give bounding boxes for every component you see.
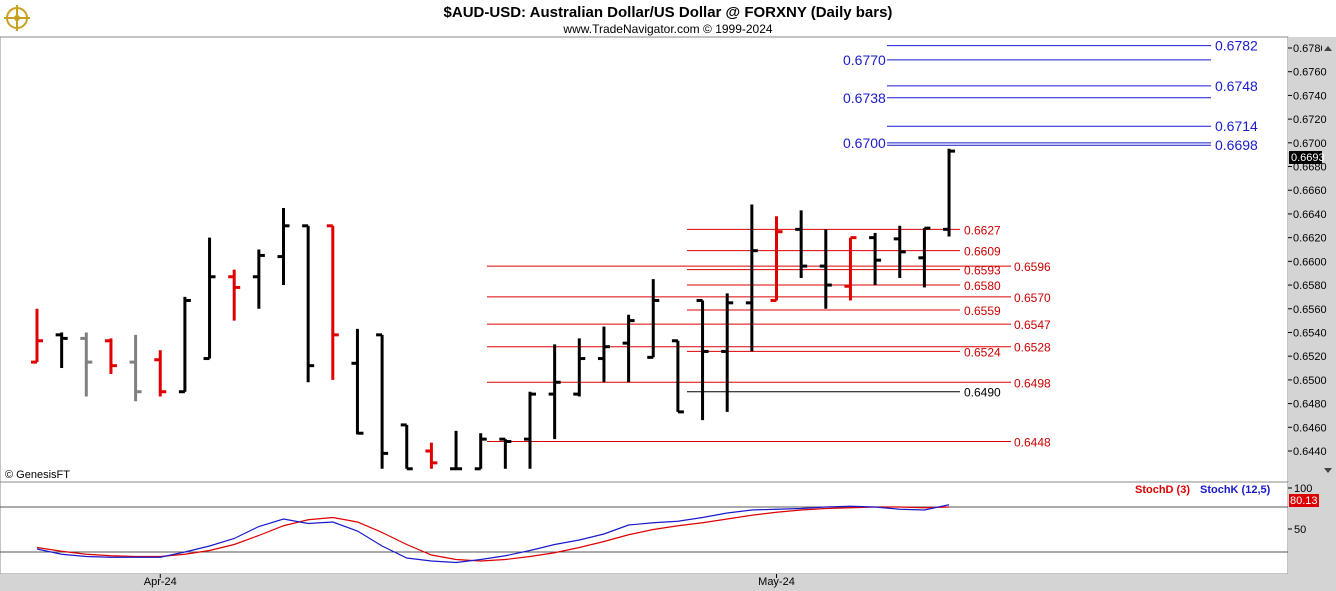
ohlc-bar <box>622 314 635 383</box>
ohlc-bar <box>721 293 734 412</box>
scroll-up-button[interactable] <box>1322 44 1334 54</box>
ohlc-bar <box>918 226 931 288</box>
date-tick-label: Apr-24 <box>144 576 177 588</box>
level-label: 0.6528 <box>1014 341 1051 355</box>
ohlc-bar <box>277 208 290 286</box>
ohlc-bar <box>819 229 832 309</box>
ohlc-bar <box>795 210 808 278</box>
price-tick-label: 0.6740 <box>1293 90 1327 102</box>
level-label: 0.6748 <box>1215 78 1258 94</box>
ohlc-bar <box>474 433 487 471</box>
date-axis <box>0 574 1336 591</box>
level-label: 0.6490 <box>964 386 1001 400</box>
level-label: 0.6609 <box>964 245 1001 259</box>
chart-subtitle: www.TradeNavigator.com © 1999-2024 <box>562 22 772 36</box>
level-label: 0.6559 <box>964 304 1001 318</box>
level-label: 0.6627 <box>964 223 1001 237</box>
level-label: 0.6547 <box>1014 318 1051 332</box>
level-label: 0.6698 <box>1215 137 1258 153</box>
current-price-label: 0.6693 <box>1291 152 1325 164</box>
ohlc-bar <box>203 237 216 361</box>
price-tick-label: 0.6560 <box>1293 304 1327 316</box>
price-tick-label: 0.6660 <box>1293 185 1327 197</box>
stoch-tick-label: 100 <box>1294 483 1312 495</box>
ohlc-bar <box>770 216 783 302</box>
price-tick-label: 0.6440 <box>1293 446 1327 458</box>
stoch-tick-label: 50 <box>1294 524 1306 536</box>
ohlc-bar <box>154 350 167 397</box>
current-price-tag <box>1289 151 1322 164</box>
ohlc-bar <box>548 344 561 440</box>
ohlc-bar <box>647 279 660 359</box>
level-label: 0.6700 <box>843 135 886 151</box>
ohlc-bar <box>943 148 956 237</box>
ohlc-bar <box>228 269 241 321</box>
ohlc-bar <box>597 326 610 383</box>
ohlc-bar <box>376 333 389 469</box>
ohlc-bar <box>31 308 43 364</box>
stoch-legend-entry: StochD (3) <box>1135 484 1190 496</box>
price-tick-label: 0.6620 <box>1293 233 1327 245</box>
ohlc-bar <box>844 236 857 301</box>
ohlc-bar <box>524 391 536 469</box>
ohlc-bar <box>450 430 463 471</box>
price-tick-label: 0.6600 <box>1293 256 1327 268</box>
level-label: 0.6498 <box>1014 376 1051 390</box>
ohlc-bar <box>80 332 93 397</box>
level-label: 0.6580 <box>964 279 1001 293</box>
level-label: 0.6570 <box>1014 291 1051 305</box>
price-tick-label: 0.6540 <box>1293 327 1327 339</box>
ohlc-bar <box>178 296 191 394</box>
stoch-value-tag <box>1289 494 1319 507</box>
chart-title: $AUD-USD: Australian Dollar/US Dollar @ … <box>444 4 893 21</box>
price-tick-label: 0.6700 <box>1293 138 1327 150</box>
date-tick-label: May-24 <box>758 576 795 588</box>
ohlc-bar <box>425 442 438 469</box>
ohlc-bar <box>351 328 364 435</box>
price-tick-label: 0.6640 <box>1293 209 1327 221</box>
price-tick-label: 0.6680 <box>1293 162 1327 174</box>
ohlc-bar <box>573 338 586 397</box>
price-pane <box>0 36 1289 483</box>
ohlc-bar <box>671 339 684 414</box>
stoch-legend-entry: StochK (12,5) <box>1200 484 1271 496</box>
ohlc-bar <box>869 232 882 286</box>
ohlc-bar <box>302 224 315 383</box>
price-tick-label: 0.6580 <box>1293 280 1327 292</box>
level-label: 0.6714 <box>1215 118 1258 134</box>
stoch-pane <box>0 481 1289 575</box>
ohlc-bar <box>129 334 142 402</box>
stoch-series-line <box>36 506 950 562</box>
stoch-value-label: 80.13 <box>1290 495 1318 507</box>
ohlc-bar <box>400 423 413 471</box>
logo-icon <box>4 5 30 31</box>
price-tick-label: 0.6480 <box>1293 399 1327 411</box>
price-tick-label: 0.6460 <box>1293 422 1327 434</box>
price-tick-label: 0.6760 <box>1293 67 1327 79</box>
price-tick-label: 0.6520 <box>1293 351 1327 363</box>
ohlc-bar <box>893 225 906 278</box>
level-label: 0.6738 <box>843 90 886 106</box>
price-tick-label: 0.6780 <box>1293 43 1327 55</box>
ohlc-bar <box>252 249 265 309</box>
price-axis <box>1288 37 1336 482</box>
ohlc-bar <box>696 298 709 421</box>
price-tick-label: 0.6720 <box>1293 114 1327 126</box>
level-label: 0.6448 <box>1014 436 1051 450</box>
level-label: 0.6770 <box>843 52 886 68</box>
level-label: 0.6782 <box>1215 38 1258 54</box>
ohlc-bar <box>745 204 758 352</box>
scroll-down-button[interactable] <box>1322 466 1334 476</box>
watermark-label: © GenesisFT <box>5 469 70 481</box>
ohlc-bar <box>55 332 68 369</box>
ohlc-bar <box>326 224 339 380</box>
ohlc-bar <box>104 338 117 374</box>
level-label: 0.6593 <box>964 264 1001 278</box>
level-label: 0.6596 <box>1014 260 1051 274</box>
ohlc-bar <box>499 437 512 469</box>
stoch-series-line <box>36 504 950 564</box>
price-tick-label: 0.6500 <box>1293 375 1327 387</box>
level-label: 0.6524 <box>964 345 1001 359</box>
